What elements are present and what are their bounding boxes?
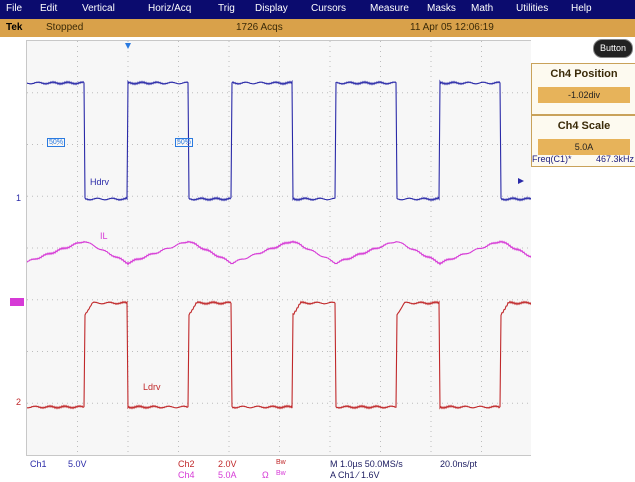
ldrv-label: Ldrv: [143, 382, 161, 392]
ch4-bandwidth: Bw: [276, 470, 286, 477]
ch1-scale[interactable]: 5.0V: [68, 459, 87, 469]
sample-interval: 20.0ns/pt: [440, 459, 478, 469]
brand-logo: Tek: [6, 22, 23, 33]
hdrv-trace: [27, 79, 532, 202]
ch4-scale-readout[interactable]: Ch4 Scale 5.0A: [531, 115, 635, 167]
ch1-ground-marker[interactable]: 1: [16, 193, 22, 203]
ch4-position-readout[interactable]: Ch4 Position -1.02div: [531, 63, 635, 115]
menu-utilities[interactable]: Utilities: [516, 3, 549, 14]
ch4-scale-title: Ch4 Scale: [557, 120, 611, 132]
datetime: 11 Apr 05 12:06:19: [410, 22, 494, 33]
trigger-position-marker[interactable]: [125, 43, 131, 49]
ch4-impedance: Ω: [262, 470, 269, 480]
waveform-display[interactable]: 50% 50% Hdrv IL Ldrv: [26, 40, 533, 456]
timebase[interactable]: M 1.0µs 50.0MS/s: [330, 459, 403, 469]
ch2-scale[interactable]: 2.0V: [218, 459, 237, 469]
menu-measure[interactable]: Measure: [370, 3, 409, 14]
ch4-scale[interactable]: 5.0A: [218, 470, 237, 480]
menu-edit[interactable]: Edit: [40, 3, 58, 14]
ch2-bandwidth: Bw: [276, 459, 286, 466]
menu-bar: File Edit Vertical Horiz/Acq Trig Displa…: [0, 0, 635, 19]
graticule-svg: [27, 41, 532, 455]
cursor-b-label: 50%: [175, 138, 194, 147]
ch4-position-value[interactable]: -1.02div: [538, 87, 630, 103]
menu-trig[interactable]: Trig: [218, 3, 235, 14]
ldrv-trace: [27, 300, 532, 410]
status-bar: Tek Stopped 1726 Acqs 11 Apr 05 12:06:19: [0, 19, 635, 37]
cursor-a-label: 50%: [47, 138, 66, 147]
menu-masks[interactable]: Masks: [427, 3, 456, 14]
ch2-label[interactable]: Ch2: [178, 459, 195, 469]
trigger-setting[interactable]: A Ch1 ⁄ 1.6V: [330, 470, 380, 480]
button-toggle[interactable]: Button: [592, 39, 633, 58]
menu-file[interactable]: File: [6, 3, 23, 14]
menu-display[interactable]: Display: [255, 3, 288, 14]
acquisition-count: 1726 Acqs: [236, 22, 283, 33]
ch1-label[interactable]: Ch1: [30, 459, 47, 469]
measurement-value: 467.3kHz: [596, 154, 635, 164]
menu-horiz-acq[interactable]: Horiz/Acq: [148, 3, 192, 14]
menu-vertical[interactable]: Vertical: [82, 3, 115, 14]
acquisition-state: Stopped: [46, 22, 84, 33]
menu-cursors[interactable]: Cursors: [311, 3, 347, 14]
ch4-position-title: Ch4 Position: [550, 68, 618, 80]
ch4-label[interactable]: Ch4: [178, 470, 195, 480]
ch2-ground-marker[interactable]: 2: [16, 397, 22, 407]
il-label: IL: [100, 231, 108, 241]
ch4-scale-value[interactable]: 5.0A: [538, 139, 630, 155]
ch4-ground-marker[interactable]: [10, 298, 24, 306]
measurement-label: Freq(C1)*: [532, 154, 572, 164]
il-trace: [27, 240, 532, 266]
trigger-level-marker[interactable]: [518, 178, 524, 184]
channel-info-bar: Ch1 5.0V Ch2 2.0V Bw Ch4 5.0A Ω Bw M 1.0…: [0, 456, 635, 482]
menu-math[interactable]: Math: [471, 3, 494, 14]
right-panel: Button Ch4 Position -1.02div Ch4 Scale 5…: [531, 37, 635, 457]
hdrv-label: Hdrv: [90, 177, 110, 187]
graticule-grid: [27, 41, 532, 455]
menu-help[interactable]: Help: [571, 3, 592, 14]
